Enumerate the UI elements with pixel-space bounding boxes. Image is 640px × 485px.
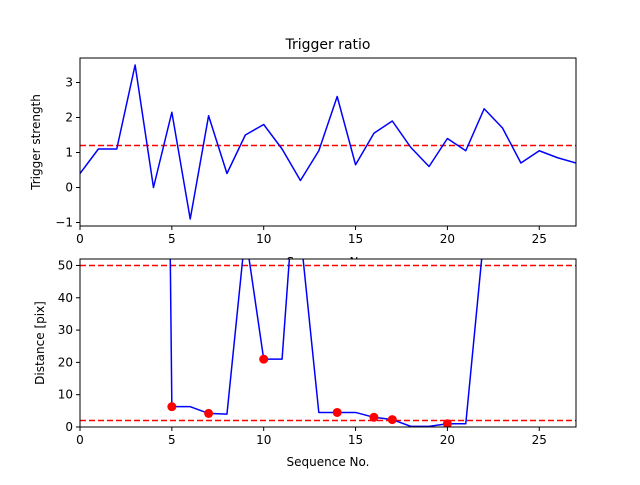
x-tick-label: 5 (168, 232, 176, 246)
series-line (169, 259, 483, 427)
data-point-marker (369, 412, 379, 422)
y-tick-label: −1 (55, 216, 73, 230)
data-point-marker (442, 419, 452, 427)
x-tick-label: 5 (168, 433, 176, 447)
y-tick-label: 0 (65, 181, 73, 195)
y-tick-label: 2 (65, 111, 73, 125)
plot-area (80, 58, 576, 226)
y-tick-label: 10 (58, 388, 73, 402)
plot-frame (79, 258, 577, 428)
series-line (80, 64, 576, 220)
y-axis-label: Trigger strength (29, 94, 43, 191)
y-axis-label: Distance [pix] (33, 301, 47, 385)
x-tick-label: 20 (440, 232, 455, 246)
x-tick-label: 20 (440, 433, 455, 447)
x-tick-label: 10 (256, 433, 271, 447)
x-axis-label: Sequence No. (287, 455, 370, 469)
y-tick-label: 30 (58, 323, 73, 337)
data-point-marker (259, 354, 269, 364)
data-point-marker (167, 402, 177, 412)
x-tick-label: 25 (532, 433, 547, 447)
x-tick-label: 15 (348, 232, 363, 246)
y-tick-label: 1 (65, 146, 73, 160)
subplot-distance: 0 5 10 15 20 25 0 10 20 30 40 50 Distance [pix] Seq… (33, 258, 577, 469)
y-tick-label: 0 (65, 420, 73, 434)
x-tick-label: 15 (348, 433, 363, 447)
x-tick-label: 25 (532, 232, 547, 246)
y-tick-label: 3 (65, 76, 73, 90)
x-tick-label: 0 (76, 232, 84, 246)
plot-area (80, 259, 576, 427)
data-point-marker (332, 407, 342, 417)
y-tick-label: 40 (58, 291, 73, 305)
y-tick-label: 20 (58, 355, 73, 369)
x-tick-label: 10 (256, 232, 271, 246)
plot-frame (79, 57, 577, 227)
data-point-marker (204, 408, 214, 418)
y-tick-label: 50 (58, 258, 73, 272)
data-point-marker (387, 415, 397, 425)
x-tick-label: 0 (76, 433, 84, 447)
chart-title: Trigger ratio (284, 37, 370, 53)
